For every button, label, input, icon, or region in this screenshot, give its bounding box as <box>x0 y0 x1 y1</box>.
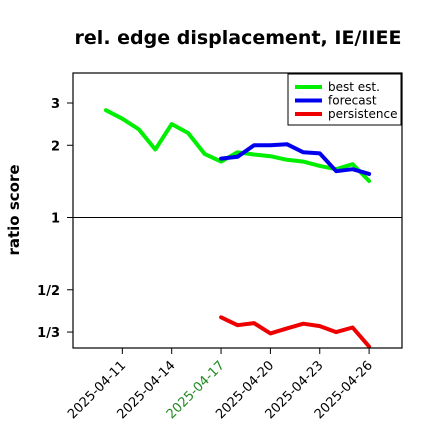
plot-frame <box>72 72 403 349</box>
y-axis-label: ratio score <box>5 164 23 255</box>
legend-label-persistence: persistence <box>328 107 397 121</box>
y-tick-label: 3 <box>51 97 60 112</box>
chart-title: rel. edge displacement, IE/IIEE <box>75 27 402 49</box>
series-line-persistence <box>219 315 372 349</box>
legend-label-forecast: forecast <box>328 94 377 108</box>
legend: best est. forecast persistence <box>287 73 402 126</box>
legend-label-best-est: best est. <box>328 80 380 94</box>
series-line-forecast <box>219 142 372 176</box>
y-tick-label: 1/3 <box>37 326 60 341</box>
series-line-best-est <box>103 108 372 183</box>
y-tick-label: 2 <box>51 139 60 154</box>
y-tick-label: 1/2 <box>37 284 60 299</box>
y-tick-label: 1 <box>51 212 60 227</box>
